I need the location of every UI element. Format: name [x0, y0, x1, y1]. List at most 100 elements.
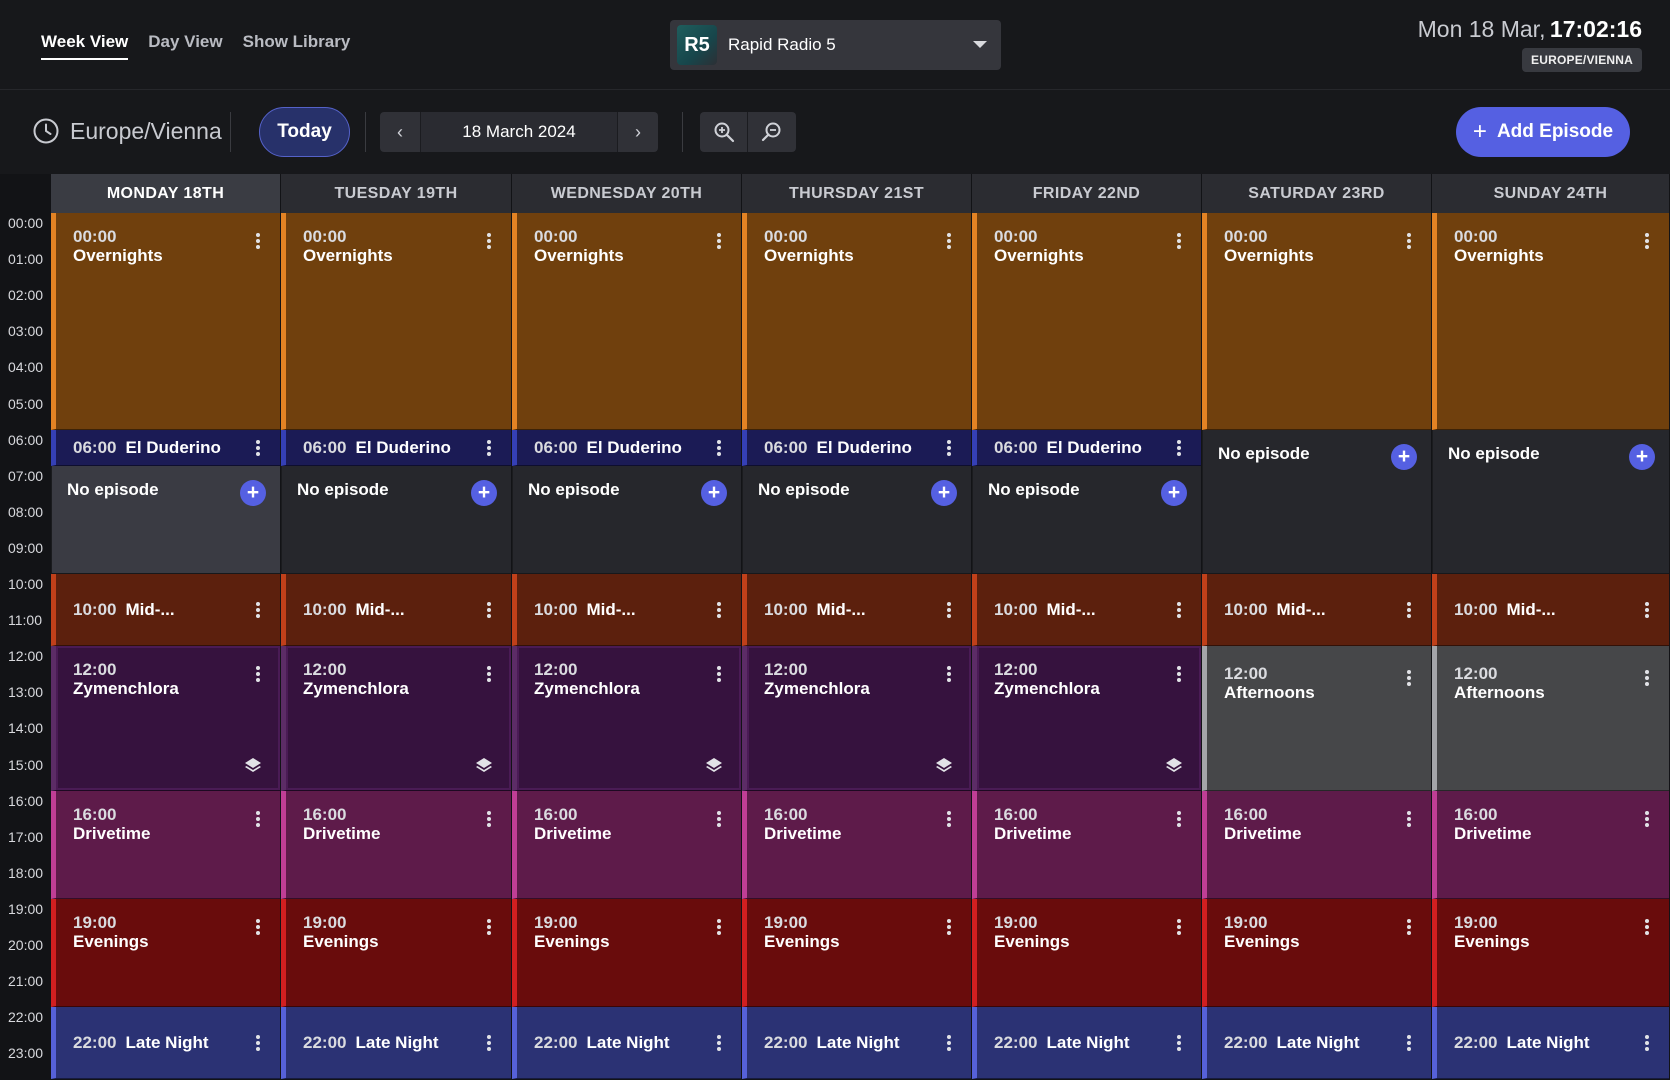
episode-late-night[interactable]: 22:00 Late Night	[1432, 1007, 1669, 1080]
more-options-icon[interactable]	[717, 439, 721, 456]
episode-overnights[interactable]: 00:00 Overnights	[1432, 213, 1669, 430]
empty-slot[interactable]: No episode +	[512, 465, 741, 574]
more-options-icon[interactable]	[1645, 670, 1649, 687]
empty-slot[interactable]: No episode +	[51, 465, 280, 574]
more-options-icon[interactable]	[947, 1035, 951, 1052]
more-options-icon[interactable]	[256, 1035, 260, 1052]
more-options-icon[interactable]	[947, 810, 951, 827]
episode-mid[interactable]: 10:00 Mid-...	[51, 574, 280, 647]
more-options-icon[interactable]	[1407, 670, 1411, 687]
more-options-icon[interactable]	[487, 439, 491, 456]
more-options-icon[interactable]	[1177, 666, 1181, 683]
empty-slot[interactable]: No episode +	[1202, 429, 1431, 574]
more-options-icon[interactable]	[1177, 918, 1181, 935]
current-date-label[interactable]: 18 March 2024	[420, 112, 618, 152]
zoom-in-button[interactable]	[700, 112, 748, 152]
more-options-icon[interactable]	[256, 439, 260, 456]
episode-drivetime[interactable]: 16:00 Drivetime	[972, 790, 1201, 899]
today-button[interactable]: Today	[259, 107, 350, 157]
episode-mid[interactable]: 10:00 Mid-...	[1432, 574, 1669, 647]
more-options-icon[interactable]	[1407, 1035, 1411, 1052]
episode-mid[interactable]: 10:00 Mid-...	[1202, 574, 1431, 647]
tab-week-view[interactable]: Week View	[41, 32, 129, 60]
episode-late-night[interactable]: 22:00 Late Night	[1202, 1007, 1431, 1080]
episode-evenings[interactable]: 19:00 Evenings	[972, 898, 1201, 1008]
episode-drivetime[interactable]: 16:00 Drivetime	[281, 790, 511, 899]
empty-slot[interactable]: No episode +	[1432, 429, 1669, 574]
more-options-icon[interactable]	[717, 233, 721, 249]
more-options-icon[interactable]	[487, 918, 491, 935]
more-options-icon[interactable]	[717, 602, 721, 619]
episode-afternoons[interactable]: 12:00 Afternoons	[1202, 646, 1431, 791]
previous-week-button[interactable]: ‹	[380, 112, 420, 152]
episode-late-night[interactable]: 22:00 Late Night	[512, 1007, 741, 1080]
zoom-out-button[interactable]	[748, 112, 796, 152]
episode-el-duderino[interactable]: 06:00 El Duderino	[51, 429, 280, 466]
episode-evenings[interactable]: 19:00 Evenings	[51, 898, 280, 1008]
more-options-icon[interactable]	[256, 666, 260, 683]
tab-day-view[interactable]: Day View	[148, 32, 223, 51]
day-header[interactable]: TUESDAY 19TH	[281, 174, 511, 213]
more-options-icon[interactable]	[487, 1035, 491, 1052]
more-options-icon[interactable]	[1645, 810, 1649, 827]
next-week-button[interactable]: ›	[618, 112, 658, 152]
more-options-icon[interactable]	[1407, 810, 1411, 827]
episode-late-night[interactable]: 22:00 Late Night	[972, 1007, 1201, 1080]
more-options-icon[interactable]	[256, 918, 260, 935]
day-header[interactable]: FRIDAY 22ND	[972, 174, 1201, 213]
more-options-icon[interactable]	[487, 666, 491, 683]
more-options-icon[interactable]	[1177, 1035, 1181, 1052]
episode-mid[interactable]: 10:00 Mid-...	[512, 574, 741, 647]
day-header[interactable]: MONDAY 18TH	[51, 174, 280, 213]
more-options-icon[interactable]	[947, 233, 951, 249]
episode-drivetime[interactable]: 16:00 Drivetime	[742, 790, 971, 899]
episode-drivetime[interactable]: 16:00 Drivetime	[1432, 790, 1669, 899]
day-header[interactable]: SATURDAY 23RD	[1202, 174, 1431, 213]
episode-el-duderino[interactable]: 06:00 El Duderino	[742, 429, 971, 466]
day-header[interactable]: SUNDAY 24TH	[1432, 174, 1669, 213]
episode-overnights[interactable]: 00:00 Overnights	[51, 213, 280, 430]
more-options-icon[interactable]	[717, 1035, 721, 1052]
empty-slot[interactable]: No episode +	[972, 465, 1201, 574]
episode-drivetime[interactable]: 16:00 Drivetime	[51, 790, 280, 899]
episode-overnights[interactable]: 00:00 Overnights	[1202, 213, 1431, 430]
add-episode-icon[interactable]: +	[1391, 443, 1417, 470]
more-options-icon[interactable]	[487, 810, 491, 827]
more-options-icon[interactable]	[717, 918, 721, 935]
add-episode-icon[interactable]: +	[1161, 479, 1187, 506]
more-options-icon[interactable]	[947, 439, 951, 456]
episode-mid[interactable]: 10:00 Mid-...	[972, 574, 1201, 647]
more-options-icon[interactable]	[1177, 233, 1181, 249]
episode-mid[interactable]: 10:00 Mid-...	[742, 574, 971, 647]
episode-zymenchlora[interactable]: 12:00 Zymenchlora	[972, 646, 1201, 791]
episode-late-night[interactable]: 22:00 Late Night	[281, 1007, 511, 1080]
day-header[interactable]: THURSDAY 21ST	[742, 174, 971, 213]
more-options-icon[interactable]	[1407, 918, 1411, 935]
add-episode-icon[interactable]: +	[471, 479, 497, 506]
episode-mid[interactable]: 10:00 Mid-...	[281, 574, 511, 647]
more-options-icon[interactable]	[487, 233, 491, 249]
more-options-icon[interactable]	[947, 918, 951, 935]
episode-evenings[interactable]: 19:00 Evenings	[742, 898, 971, 1008]
add-episode-button[interactable]: + Add Episode	[1456, 107, 1630, 157]
episode-evenings[interactable]: 19:00 Evenings	[281, 898, 511, 1008]
add-episode-icon[interactable]: +	[701, 479, 727, 506]
episode-zymenchlora[interactable]: 12:00 Zymenchlora	[512, 646, 741, 791]
more-options-icon[interactable]	[1645, 1035, 1649, 1052]
more-options-icon[interactable]	[1407, 233, 1411, 249]
tab-show-library[interactable]: Show Library	[242, 32, 351, 51]
empty-slot[interactable]: No episode +	[742, 465, 971, 574]
episode-late-night[interactable]: 22:00 Late Night	[742, 1007, 971, 1080]
episode-overnights[interactable]: 00:00 Overnights	[972, 213, 1201, 430]
more-options-icon[interactable]	[256, 810, 260, 827]
more-options-icon[interactable]	[947, 602, 951, 619]
episode-late-night[interactable]: 22:00 Late Night	[51, 1007, 280, 1080]
episode-el-duderino[interactable]: 06:00 El Duderino	[281, 429, 511, 466]
episode-el-duderino[interactable]: 06:00 El Duderino	[972, 429, 1201, 466]
more-options-icon[interactable]	[947, 666, 951, 683]
more-options-icon[interactable]	[1177, 602, 1181, 619]
station-selector[interactable]: R5 Rapid Radio 5	[670, 20, 1001, 70]
add-episode-icon[interactable]: +	[931, 479, 957, 506]
episode-zymenchlora[interactable]: 12:00 Zymenchlora	[281, 646, 511, 791]
more-options-icon[interactable]	[1177, 439, 1181, 456]
